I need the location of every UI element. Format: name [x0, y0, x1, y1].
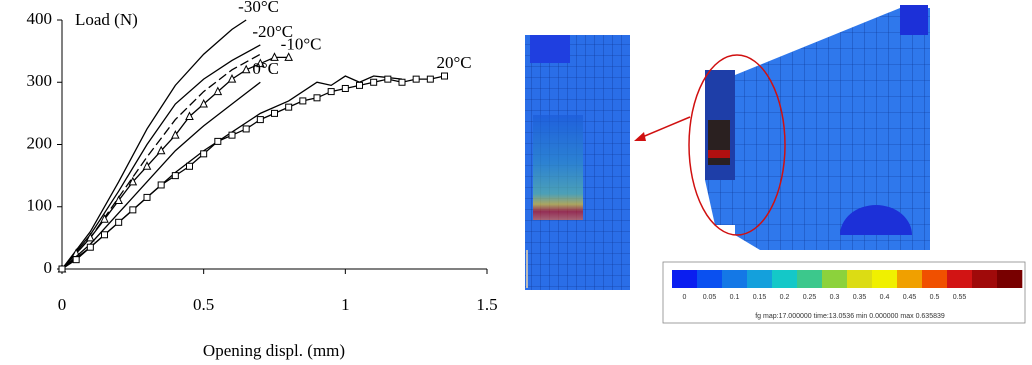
colorbar-cell — [922, 270, 947, 288]
x-tick-label: 1 — [341, 295, 350, 314]
colorbar-cell — [722, 270, 747, 288]
x-tick-label: 1.5 — [476, 295, 497, 314]
marker — [59, 266, 65, 272]
marker — [399, 79, 405, 85]
colorbar-label: 0.45 — [903, 294, 917, 301]
y-axis-label: Load (N) — [75, 10, 138, 29]
colorbar-cell — [897, 270, 922, 288]
series-line — [62, 76, 445, 269]
model-image — [705, 5, 930, 250]
marker — [172, 173, 178, 179]
chart: fg map:17.000000 time:13.0536 min 0.0000… — [0, 0, 1032, 365]
colorbar-label: 0.4 — [880, 294, 890, 301]
series-label: -10°C — [281, 34, 322, 53]
page: fg map:17.000000 time:13.0536 min 0.0000… — [0, 0, 1032, 365]
marker — [229, 75, 236, 82]
colorbar-label: 0.25 — [803, 294, 817, 301]
colorbar-cell — [797, 270, 822, 288]
marker — [87, 244, 93, 250]
marker — [144, 194, 150, 200]
colorbar-cell — [772, 270, 797, 288]
marker — [371, 79, 377, 85]
colorbar-label: 0 — [683, 294, 687, 301]
colorbar-cell — [947, 270, 972, 288]
colorbar-label: 0.05 — [703, 294, 717, 301]
colorbar: fg map:17.000000 time:13.0536 min 0.0000… — [663, 262, 1025, 323]
marker — [413, 76, 419, 82]
marker — [427, 76, 433, 82]
marker — [257, 117, 263, 123]
marker — [116, 219, 122, 225]
y-tick-label: 400 — [27, 9, 53, 28]
colorbar-cell — [847, 270, 872, 288]
marker — [286, 104, 292, 110]
colorbar-label: 0.2 — [780, 294, 790, 301]
colorbar-label: 0.35 — [853, 294, 867, 301]
colorbar-cell — [997, 270, 1022, 288]
x-tick-label: 0.5 — [193, 295, 214, 314]
colorbar-cell — [822, 270, 847, 288]
marker — [385, 76, 391, 82]
marker — [243, 126, 249, 132]
marker — [158, 182, 164, 188]
series-label: 20°C — [437, 53, 472, 72]
y-tick-label: 0 — [44, 258, 53, 277]
marker — [342, 85, 348, 91]
y-tick-label: 100 — [27, 196, 53, 215]
marker — [102, 232, 108, 238]
series-label: -30°C — [238, 0, 279, 16]
arrow — [640, 117, 690, 138]
zoom-image — [525, 35, 630, 290]
series-label: 0°C — [252, 59, 279, 78]
colorbar-label: 0.3 — [830, 294, 840, 301]
colorbar-cell — [697, 270, 722, 288]
marker — [215, 138, 221, 144]
marker — [328, 89, 334, 95]
colorbar-label: 0.5 — [930, 294, 940, 301]
marker — [314, 95, 320, 101]
marker — [73, 257, 79, 263]
marker — [229, 132, 235, 138]
colorbar-label: 0.15 — [753, 294, 767, 301]
marker — [357, 82, 363, 88]
marker — [272, 110, 278, 116]
colorbar-label: 0.1 — [730, 294, 740, 301]
x-axis-label: Opening displ. (mm) — [203, 341, 345, 360]
marker — [300, 98, 306, 104]
colorbar-cell — [872, 270, 897, 288]
series-line — [62, 76, 402, 269]
colorbar-cell — [747, 270, 772, 288]
y-tick-label: 200 — [27, 133, 53, 152]
marker — [442, 73, 448, 79]
colorbar-caption: fg map:17.000000 time:13.0536 min 0.0000… — [755, 313, 945, 320]
colorbar-label: 0.55 — [953, 294, 967, 301]
marker — [187, 163, 193, 169]
arrow-head — [634, 132, 646, 141]
colorbar-cell — [972, 270, 997, 288]
y-tick-label: 300 — [27, 71, 53, 90]
x-tick-label: 0 — [58, 295, 67, 314]
marker — [130, 207, 136, 213]
colorbar-cell — [672, 270, 697, 288]
marker — [201, 151, 207, 157]
